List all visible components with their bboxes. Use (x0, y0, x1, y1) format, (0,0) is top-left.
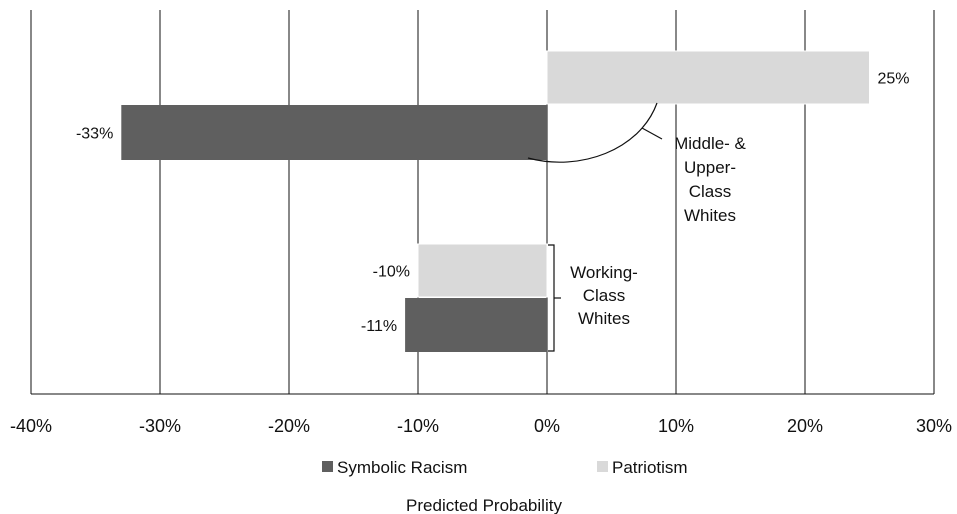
bar-symbolic-racism (405, 298, 547, 352)
group-annotations: Middle- & Upper- Class Whites Working- Class… (527, 102, 747, 352)
bars: 25% -33% -10% -11% (76, 50, 910, 352)
x-axis-title: Predicted Probability (406, 496, 562, 514)
annotation-line: Whites (578, 309, 630, 328)
x-tick-label: 30% (916, 416, 952, 436)
middle-class-leader (641, 127, 663, 140)
annotation-line: Middle- & (674, 134, 746, 153)
annotation-line: Upper- (684, 158, 736, 177)
data-label: -33% (76, 126, 113, 143)
annotation-line: Class (583, 286, 626, 305)
x-tick-label: -10% (397, 416, 439, 436)
data-label: -10% (373, 264, 410, 281)
bar-patriotism (546, 50, 870, 105)
bar-symbolic-racism (121, 105, 548, 160)
working-class-label: Working- Class Whites (570, 263, 638, 328)
working-class-bracket (548, 244, 555, 352)
legend: Symbolic Racism Patriotism (322, 458, 688, 477)
data-label: 25% (878, 71, 910, 88)
legend-swatch-symbolic-racism (322, 461, 333, 472)
x-tick-label: 10% (658, 416, 694, 436)
bar-patriotism (417, 243, 548, 298)
middle-class-connector (527, 102, 658, 163)
x-tick-label: -30% (139, 416, 181, 436)
data-label: -11% (361, 318, 397, 335)
legend-label: Symbolic Racism (337, 458, 467, 477)
legend-swatch-patriotism (597, 461, 608, 472)
x-tick-label: 20% (787, 416, 823, 436)
legend-label: Patriotism (612, 458, 688, 477)
x-axis-ticks: -40% -30% -20% -10% 0% 10% 20% 30% (10, 416, 952, 436)
x-tick-label: -40% (10, 416, 52, 436)
x-tick-label: -20% (268, 416, 310, 436)
x-tick-label: 0% (534, 416, 560, 436)
middle-upper-class-label: Middle- & Upper- Class Whites (674, 134, 746, 225)
annotation-line: Working- (570, 263, 638, 282)
annotation-line: Whites (684, 206, 736, 225)
annotation-line: Class (689, 182, 732, 201)
